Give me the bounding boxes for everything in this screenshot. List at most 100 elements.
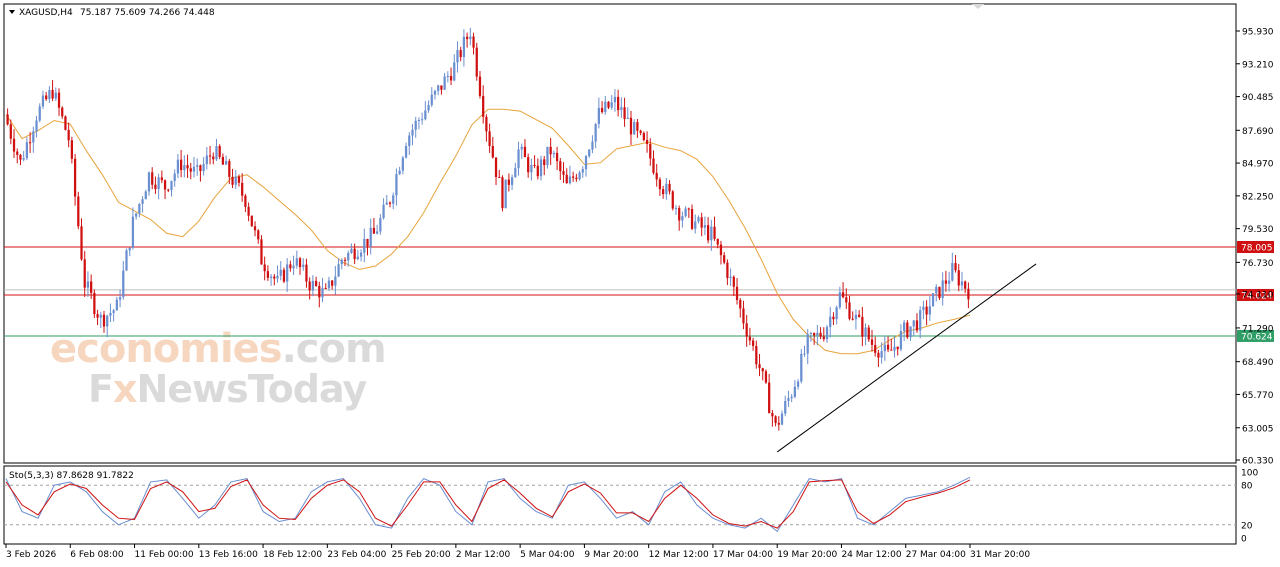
candle-body: [899, 331, 903, 350]
candle-body: [636, 122, 639, 131]
candle-body: [915, 320, 919, 331]
candle-body: [584, 156, 588, 170]
watermark-part: NewsToday: [136, 367, 367, 411]
candle-body: [861, 316, 864, 337]
candle-body: [228, 161, 231, 177]
candle-body: [803, 353, 806, 355]
candle-body: [109, 312, 112, 316]
chart-menu-icon[interactable]: [9, 10, 15, 14]
level-label: 70.624: [1241, 332, 1273, 342]
candle-body: [886, 344, 890, 350]
candle-body: [90, 281, 93, 293]
price-tick-label: 84.970: [1242, 160, 1274, 170]
candle-body: [719, 244, 723, 256]
candle-body: [629, 117, 633, 135]
candle-body: [755, 345, 758, 365]
time-label: 25 Feb 20:00: [392, 550, 451, 560]
candle-body: [221, 156, 225, 165]
time-label: 18 Feb 12:00: [263, 550, 322, 560]
candle-body: [575, 177, 578, 180]
candle-body: [768, 382, 771, 414]
candle-body: [928, 306, 931, 315]
candle-body: [649, 144, 652, 159]
candle-body: [86, 281, 90, 288]
price-tick-label: 76.730: [1242, 259, 1274, 269]
candle-body: [488, 131, 491, 147]
candle-body: [456, 50, 459, 63]
candle-body: [385, 202, 388, 205]
candle-body: [122, 270, 125, 298]
candle-body: [93, 292, 96, 315]
candle-body: [700, 217, 703, 228]
candle-body: [32, 131, 35, 143]
candle-body: [607, 101, 610, 108]
ma-line: [5, 108, 971, 355]
candle-body: [848, 302, 851, 319]
candle-body: [671, 191, 674, 209]
candle-body: [41, 95, 45, 107]
candle-body: [401, 157, 404, 171]
candle-body: [623, 107, 626, 119]
candle-body: [626, 117, 629, 119]
candle-body: [173, 173, 176, 181]
price-tick-label: 63.005: [1242, 424, 1274, 434]
candle-body: [687, 208, 690, 210]
symbol-label: XAGUSD,H4: [19, 8, 73, 18]
candle-body: [96, 314, 99, 318]
stoch-main-line: [5, 476, 971, 533]
candle-body: [482, 95, 485, 117]
candle-body: [22, 158, 25, 160]
candle-body: [674, 208, 678, 210]
candle-body: [829, 316, 832, 328]
candle-body: [668, 183, 671, 192]
candle-body: [951, 263, 954, 281]
shift-marker-icon[interactable]: [972, 4, 984, 9]
candle-body: [523, 146, 527, 158]
time-label: 24 Mar 12:00: [841, 550, 901, 560]
level-tag: [1237, 329, 1274, 342]
candle-body: [883, 344, 886, 352]
candle-body: [906, 322, 909, 338]
candle-body: [424, 110, 427, 120]
candle-body: [147, 172, 151, 192]
time-label: 9 Mar 20:00: [584, 550, 639, 560]
time-label: 17 Mar 04:00: [713, 550, 773, 560]
candle-body: [517, 149, 520, 169]
candle-body: [822, 336, 825, 340]
candle-body: [408, 135, 411, 147]
candle-body: [331, 280, 334, 286]
candle-body: [748, 336, 752, 341]
candle-body: [845, 297, 848, 303]
candle-body: [414, 120, 417, 130]
price-tick-label: 60.330: [1242, 457, 1274, 467]
candle-body: [286, 264, 289, 282]
candle-body: [890, 349, 893, 351]
candle-body: [498, 177, 501, 179]
stochastic-pane[interactable]: [3, 465, 1237, 545]
candle-body: [777, 422, 780, 425]
candle-body: [224, 161, 228, 165]
candle-body: [539, 159, 543, 177]
candle-body: [838, 292, 841, 308]
candle-body: [192, 166, 196, 172]
candle-body: [102, 314, 106, 327]
trendline-layer: [776, 263, 1037, 453]
time-label: 3 Feb 2026: [6, 550, 57, 560]
candle-body: [825, 327, 829, 340]
watermark-part: x: [113, 367, 137, 411]
candle-body: [954, 263, 957, 271]
main-pane[interactable]: [3, 3, 1237, 464]
level-tag: [1237, 288, 1274, 301]
candle-body: [806, 334, 809, 354]
candle-body: [6, 114, 9, 125]
candle-body: [491, 146, 494, 158]
candle-body: [257, 230, 260, 240]
time-label: 12 Mar 12:00: [649, 550, 709, 560]
candle-body: [893, 346, 896, 351]
candle-body: [99, 314, 102, 318]
candle-body: [639, 130, 642, 133]
candle-body: [45, 95, 48, 100]
candle-body: [854, 314, 858, 320]
candle-body: [388, 202, 392, 204]
